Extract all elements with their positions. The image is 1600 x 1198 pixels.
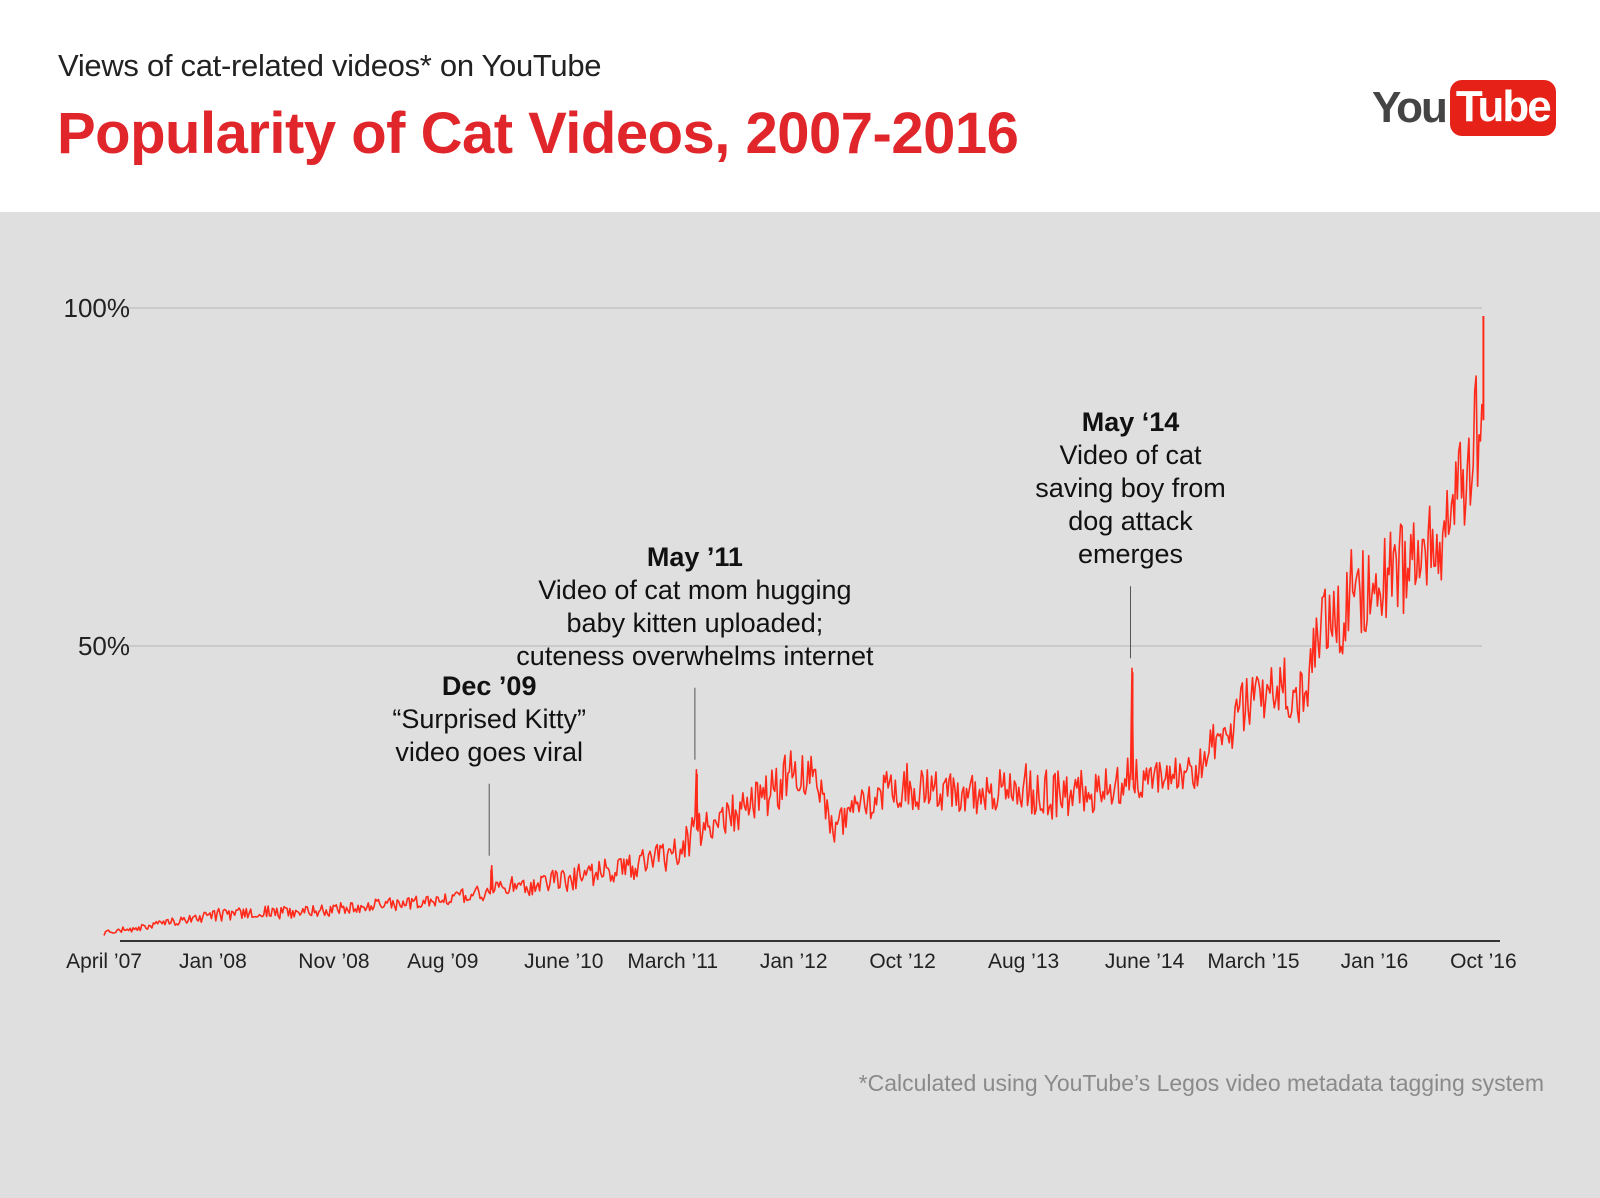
youtube-logo: You Tube xyxy=(1372,80,1556,136)
chart-subtitle: Views of cat-related videos* on YouTube xyxy=(58,48,602,83)
annotation-text: Video of cat xyxy=(1059,440,1202,471)
annotation-text: dog attack xyxy=(1068,506,1193,537)
annotation-text: video goes viral xyxy=(395,736,583,767)
annotation-text: “Surprised Kitty” xyxy=(392,703,586,734)
logo-tube: Tube xyxy=(1449,80,1556,136)
x-tick-label: Oct ’16 xyxy=(1450,950,1517,973)
x-tick-label: March ’11 xyxy=(627,950,718,973)
annotation-text: cuteness overwhelms internet xyxy=(516,640,874,671)
x-tick-label: Aug ’13 xyxy=(988,950,1059,973)
annotation-text: baby kitten uploaded; xyxy=(566,607,824,638)
chart-title: Popularity of Cat Videos, 2007-2016 xyxy=(57,101,1019,166)
annotation: May ’11 Video of cat mom hugging baby kitt… xyxy=(516,541,873,673)
x-tick-label: Oct ’12 xyxy=(869,950,936,973)
x-tick-label: March ’15 xyxy=(1207,950,1299,973)
annotation-date: May ‘14 xyxy=(1081,407,1180,438)
annotation-text: saving boy from xyxy=(1035,473,1226,504)
y-tick-label: 100% xyxy=(64,293,131,323)
annotation: May ‘14 Video of cat saving boy from dog at… xyxy=(1035,406,1226,571)
annotation-text: Video of cat mom hugging xyxy=(538,574,852,605)
annotation-text: emerges xyxy=(1077,539,1184,570)
x-tick-label: Aug ’09 xyxy=(407,950,478,973)
logo-you: You xyxy=(1372,83,1448,132)
x-tick-label: Jan ’16 xyxy=(1341,950,1409,973)
x-tick-label: June ’14 xyxy=(1105,950,1185,973)
x-tick-label: Jan ’08 xyxy=(179,950,247,973)
x-tick-label: April ’07 xyxy=(66,950,142,973)
x-tick-label: Nov ’08 xyxy=(298,950,369,973)
x-tick-label: June ’10 xyxy=(524,950,603,973)
footnote: *Calculated using YouTube’s Legos video … xyxy=(858,1070,1544,1096)
x-tick-label: Jan ’12 xyxy=(760,950,828,973)
header: Views of cat-related videos* on YouTube … xyxy=(0,0,1600,212)
annotation-date: Dec ’09 xyxy=(441,670,537,701)
y-tick-label: 50% xyxy=(78,631,130,661)
series-line-cat-views xyxy=(103,375,1483,936)
annotation: Dec ’09 “Surprised Kitty” video goes viral xyxy=(392,670,586,769)
annotation-date: May ’11 xyxy=(646,541,743,572)
